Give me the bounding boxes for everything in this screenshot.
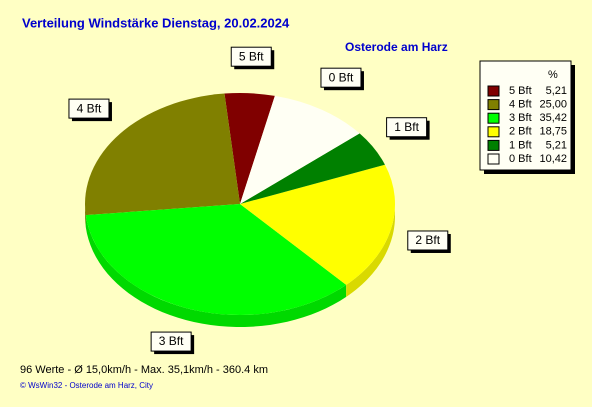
slice-side (346, 199, 395, 297)
label-box (150, 331, 192, 352)
legend-label: 3 Bft (509, 112, 532, 124)
slice (240, 133, 385, 204)
slice (224, 93, 275, 204)
legend-value: 25,00 (539, 99, 567, 111)
label-box (320, 67, 362, 88)
label-box (68, 98, 110, 119)
legend-value: 18,75 (539, 126, 567, 138)
legend-header: % (548, 69, 558, 81)
legend-swatch (487, 126, 500, 138)
slice-side (85, 215, 347, 327)
footer-credit: © WsWin32 - Osterode am Harz, City (20, 381, 153, 390)
legend-label: 1 Bft (509, 139, 532, 151)
legend-label: 2 Bft (509, 126, 532, 138)
slice-label: 2 Bft (415, 233, 440, 247)
slice (240, 95, 360, 204)
slice-label: 4 Bft (77, 101, 102, 115)
legend-value: 10,42 (539, 153, 567, 165)
slice (85, 204, 347, 315)
legend-swatch (487, 112, 500, 124)
label-box (407, 230, 449, 251)
slice-label: 3 Bft (159, 334, 184, 348)
legend-value: 35,42 (539, 112, 567, 124)
slice-label: 1 Bft (394, 120, 419, 134)
legend-label: 5 Bft (509, 85, 532, 97)
slice-side (85, 202, 86, 228)
slice (240, 164, 395, 285)
label-box (230, 46, 272, 67)
legend-label: 4 Bft (509, 99, 532, 111)
slice-label: 0 Bft (329, 70, 354, 84)
legend-value: 5,21 (546, 139, 567, 151)
chart-title: Verteilung Windstärke Dienstag, 20.02.20… (22, 15, 290, 30)
legend-label: 0 Bft (509, 153, 532, 165)
legend-swatch (487, 153, 500, 165)
label-box (386, 117, 428, 138)
slice-label: 5 Bft (239, 49, 264, 63)
chart-subtitle: Osterode am Harz (345, 40, 448, 54)
footer-stats: 96 Werte - Ø 15,0km/h - Max. 35,1km/h - … (20, 364, 268, 376)
legend-swatch (487, 99, 500, 111)
legend-swatch (487, 139, 500, 151)
slice (85, 93, 241, 216)
legend-swatch (487, 85, 500, 97)
legend-value: 5,21 (546, 85, 567, 97)
